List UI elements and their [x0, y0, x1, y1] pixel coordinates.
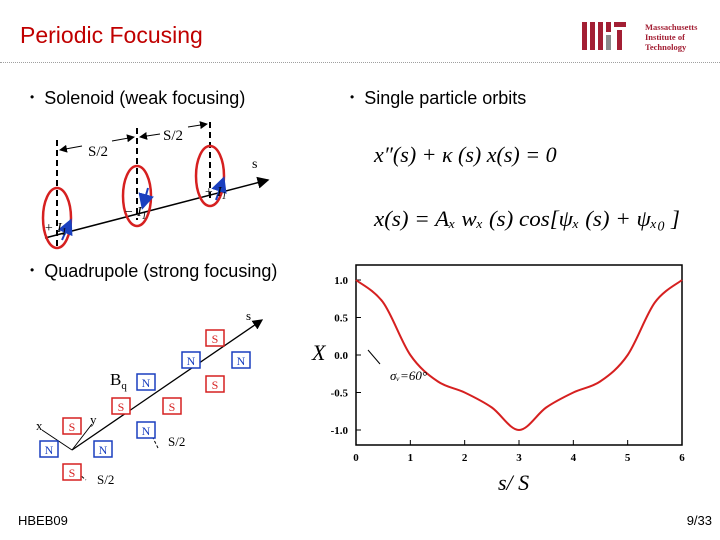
- logo-line-1: Massachusetts: [645, 22, 698, 32]
- chart-x-tick-label: 1: [408, 452, 414, 464]
- chart-y-tick-label: -0.5: [331, 388, 349, 400]
- solenoid-half-period-right: S/2: [163, 128, 183, 144]
- mit-logo: Massachusetts Institute of Technology: [582, 22, 698, 52]
- footer-conference: HBEB09: [18, 513, 68, 528]
- chart-x-tick-label: 3: [516, 452, 522, 464]
- chart-x-tick-label: 5: [625, 452, 631, 464]
- chart-x-tick-label: 0: [353, 452, 359, 464]
- quad-half-period-upper: S/2: [168, 434, 185, 449]
- title-divider: [0, 62, 720, 63]
- chart-x-tick-label: 2: [462, 452, 468, 464]
- chart-annotation-phase-advance: σᵥ=60°: [390, 368, 427, 383]
- chart-x-tick-label: 6: [679, 452, 685, 464]
- current-label-right: + I1: [204, 185, 227, 202]
- chart-series-line: [355, 279, 683, 432]
- bullet-orbits: • Single particle orbits: [350, 88, 526, 109]
- chart-y-tick-label: 0.0: [334, 350, 348, 362]
- quad3-pole-bottom: S: [212, 378, 219, 392]
- quad1-pole-left: N: [45, 443, 54, 457]
- solenoid-half-period-left: S/2: [88, 144, 108, 160]
- current-label-center: − I1: [124, 205, 147, 222]
- bullet-solenoid: • Solenoid (weak focusing): [30, 88, 245, 109]
- quad2-pole-left: S: [118, 400, 125, 414]
- logo-line-2: Institute of: [645, 32, 685, 42]
- solenoid-axis-label: s: [252, 157, 257, 172]
- quad2-pole-right: S: [169, 400, 176, 414]
- chart-y-tick-label: -1.0: [331, 425, 349, 437]
- quad2-pole-bottom: N: [142, 424, 151, 438]
- chart-y-tick-label: 0.5: [334, 313, 348, 325]
- quad-axis-y: [71, 423, 93, 451]
- chart-y-axis-label: X: [311, 340, 327, 365]
- chart-plot-area: [355, 264, 683, 446]
- equation-hill: x″(s) + κ (s) x(s) = 0: [373, 142, 557, 167]
- page-number: 9/33: [686, 513, 712, 528]
- slide-title: Periodic Focusing: [20, 22, 203, 48]
- quadrupole-magnet-1: S S N N: [39, 417, 113, 481]
- quad3-pole-left: N: [187, 354, 196, 368]
- chart-x-axis-label: s/ S: [498, 470, 529, 495]
- current-label-left: + I1: [44, 221, 67, 238]
- quad3-pole-top: S: [212, 332, 219, 346]
- chart-annotation-pointer: [367, 349, 381, 365]
- bullet-dot: •: [30, 90, 35, 104]
- current-arrow-left: [57, 218, 73, 241]
- bullet-dot: •: [30, 263, 35, 277]
- quad1-pole-right: N: [99, 443, 108, 457]
- solenoid-coil-right: [194, 144, 226, 208]
- solenoid-diagram: S/2 S/2 s + I1 − I1 + I1: [41, 121, 270, 250]
- quad1-pole-top: S: [69, 420, 76, 434]
- quad-axis-x-label: x: [36, 418, 43, 433]
- current-arrow-right: [211, 176, 227, 201]
- chart-x-tick-label: 4: [571, 452, 577, 464]
- quad1-pole-bottom: S: [69, 466, 76, 480]
- quad-axis-s: [71, 319, 264, 451]
- quad-axis-x: [41, 429, 73, 451]
- equation-solution: x(s) = Aₓ wₓ (s) cos[ψₓ (s) + ψₓ₀ ]: [373, 206, 680, 231]
- quad-half-period-lower: S/2: [97, 472, 114, 487]
- quad3-pole-right: N: [237, 354, 246, 368]
- solenoid-axis: [44, 176, 270, 239]
- bullet-orbits-text: Single particle orbits: [364, 88, 527, 108]
- quad-axis-y-label: y: [90, 412, 97, 427]
- bullet-quadrupole: • Quadrupole (strong focusing): [30, 261, 277, 282]
- solenoid-coil-left: [41, 186, 73, 250]
- quad-field-label: Bq: [110, 370, 127, 392]
- orbit-chart: 0 1 2 3 4 5 6 1.0 0.5 0.0 -0.5 -1.0 X s/ S σᵥ=60°: [311, 264, 685, 495]
- quadrupole-magnet-2: N N S S: [111, 373, 182, 439]
- bullet-solenoid-text: Solenoid (weak focusing): [44, 88, 246, 108]
- quadrupole-diagram: s x y Bq S/2 S/2 S S N N N N S S S S N: [36, 308, 264, 487]
- logo-line-3: Technology: [645, 42, 687, 52]
- current-arrow-center: [138, 187, 154, 210]
- quadrupole-magnet-3: S S N N: [181, 329, 251, 393]
- orbit-equations: x″(s) + κ (s) x(s) = 0 x(s) = Aₓ wₓ (s) …: [373, 142, 680, 231]
- bullet-quadrupole-text: Quadrupole (strong focusing): [44, 261, 278, 281]
- bullet-dot: •: [350, 90, 355, 104]
- quad-axis-s-label: s: [246, 308, 251, 323]
- quad2-pole-top: N: [142, 376, 151, 390]
- chart-y-tick-label: 1.0: [334, 275, 348, 287]
